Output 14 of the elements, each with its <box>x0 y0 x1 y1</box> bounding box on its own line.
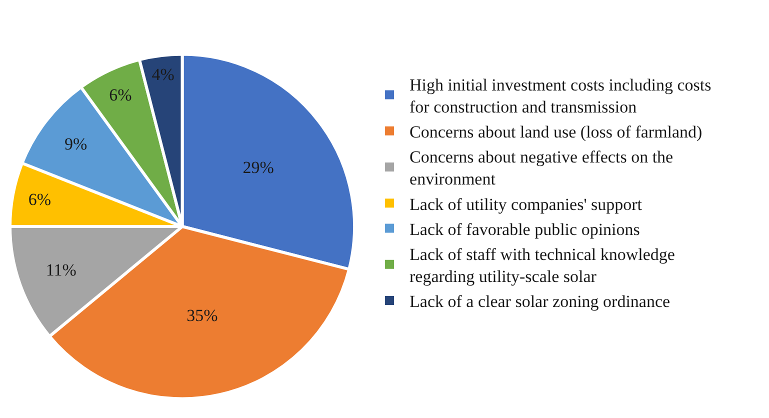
data-label: 9% <box>64 134 88 154</box>
legend-label: High initial investment costs including costs for construction and transmission <box>410 75 712 116</box>
legend-label: Concerns about negative effects on the environment <box>410 148 674 189</box>
data-label: 6% <box>109 86 132 105</box>
data-label: 35% <box>186 306 218 325</box>
data-label: 4% <box>152 65 174 84</box>
legend-label: Lack of a clear solar zoning ordinance <box>410 292 670 312</box>
data-label: 29% <box>242 158 274 178</box>
data-label: 11% <box>46 260 76 280</box>
data-label: 6% <box>28 190 52 209</box>
legend-label: Concerns about land use (loss of farmland) <box>410 122 702 142</box>
legend-label: Lack of utility companies' support <box>410 194 642 214</box>
legend-label: Lack of staff with technical knowledge regarding utility-scale solar <box>410 244 675 286</box>
legend-label: Lack of favorable public opinions <box>410 220 640 239</box>
